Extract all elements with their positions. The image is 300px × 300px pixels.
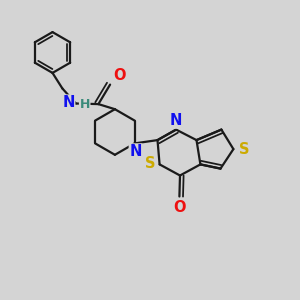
Text: N: N	[62, 95, 75, 110]
Text: O: O	[114, 68, 126, 83]
Text: N: N	[129, 144, 142, 159]
Text: S: S	[239, 142, 249, 157]
Text: N: N	[170, 113, 182, 128]
Text: H: H	[80, 98, 90, 112]
Text: O: O	[173, 200, 186, 214]
Text: S: S	[146, 156, 156, 171]
